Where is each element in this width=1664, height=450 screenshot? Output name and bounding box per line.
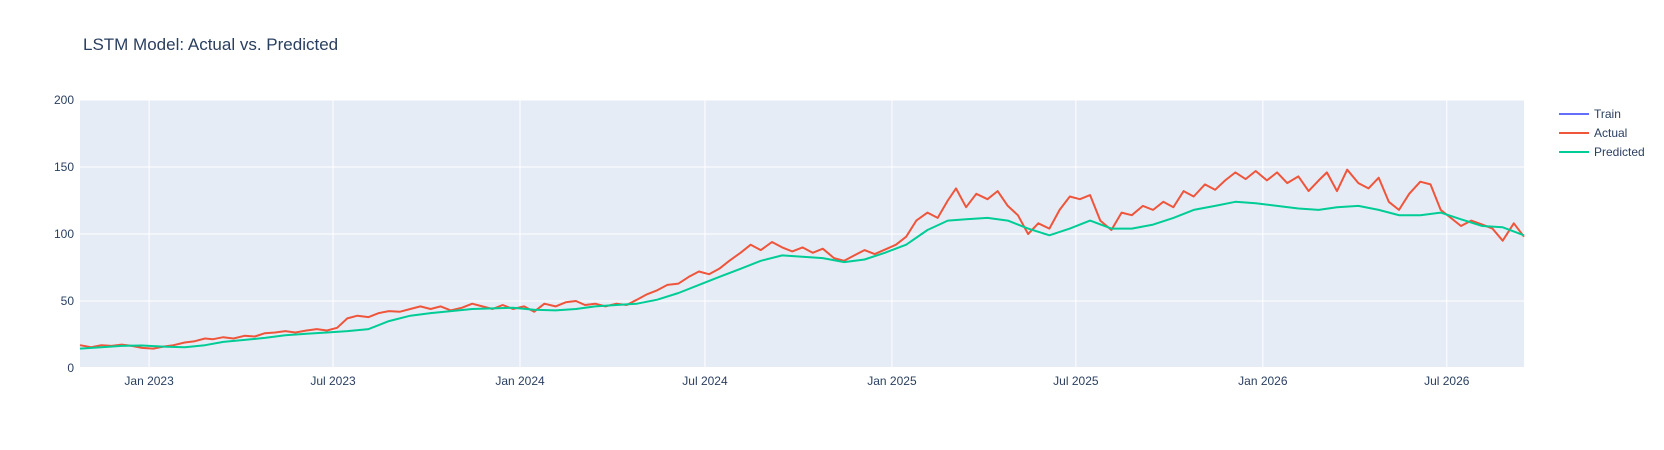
y-tick-label: 200 xyxy=(54,93,74,107)
grid-lines xyxy=(80,99,1524,369)
x-tick-label: Jan 2025 xyxy=(867,374,917,388)
legend-item-predicted[interactable]: Predicted xyxy=(1559,145,1645,159)
x-tick-label: Jul 2026 xyxy=(1424,374,1470,388)
y-tick-label: 150 xyxy=(54,160,74,174)
y-tick-label: 0 xyxy=(67,361,74,375)
y-tick-label: 100 xyxy=(54,227,74,241)
legend-label: Train xyxy=(1594,107,1621,121)
y-axis: 0 50 100 150 200 xyxy=(54,93,74,375)
x-tick-label: Jul 2024 xyxy=(682,374,728,388)
x-tick-label: Jan 2023 xyxy=(124,374,174,388)
x-tick-label: Jan 2024 xyxy=(495,374,545,388)
y-tick-label: 50 xyxy=(61,294,75,308)
x-tick-label: Jan 2026 xyxy=(1238,374,1288,388)
series-line-actual xyxy=(79,168,1525,350)
series-line-predicted xyxy=(79,200,1525,350)
x-tick-label: Jul 2023 xyxy=(310,374,356,388)
chart-title: LSTM Model: Actual vs. Predicted xyxy=(83,35,338,54)
legend-item-actual[interactable]: Actual xyxy=(1559,126,1627,140)
legend-item-train[interactable]: Train xyxy=(1559,107,1621,121)
series-layer xyxy=(79,168,1525,350)
x-tick-label: Jul 2025 xyxy=(1053,374,1099,388)
legend-label: Predicted xyxy=(1594,145,1645,159)
legend[interactable]: Train Actual Predicted xyxy=(1559,107,1645,159)
legend-label: Actual xyxy=(1594,126,1627,140)
x-axis: Jan 2023 Jul 2023 Jan 2024 Jul 2024 Jan 2025… xyxy=(124,374,1469,388)
